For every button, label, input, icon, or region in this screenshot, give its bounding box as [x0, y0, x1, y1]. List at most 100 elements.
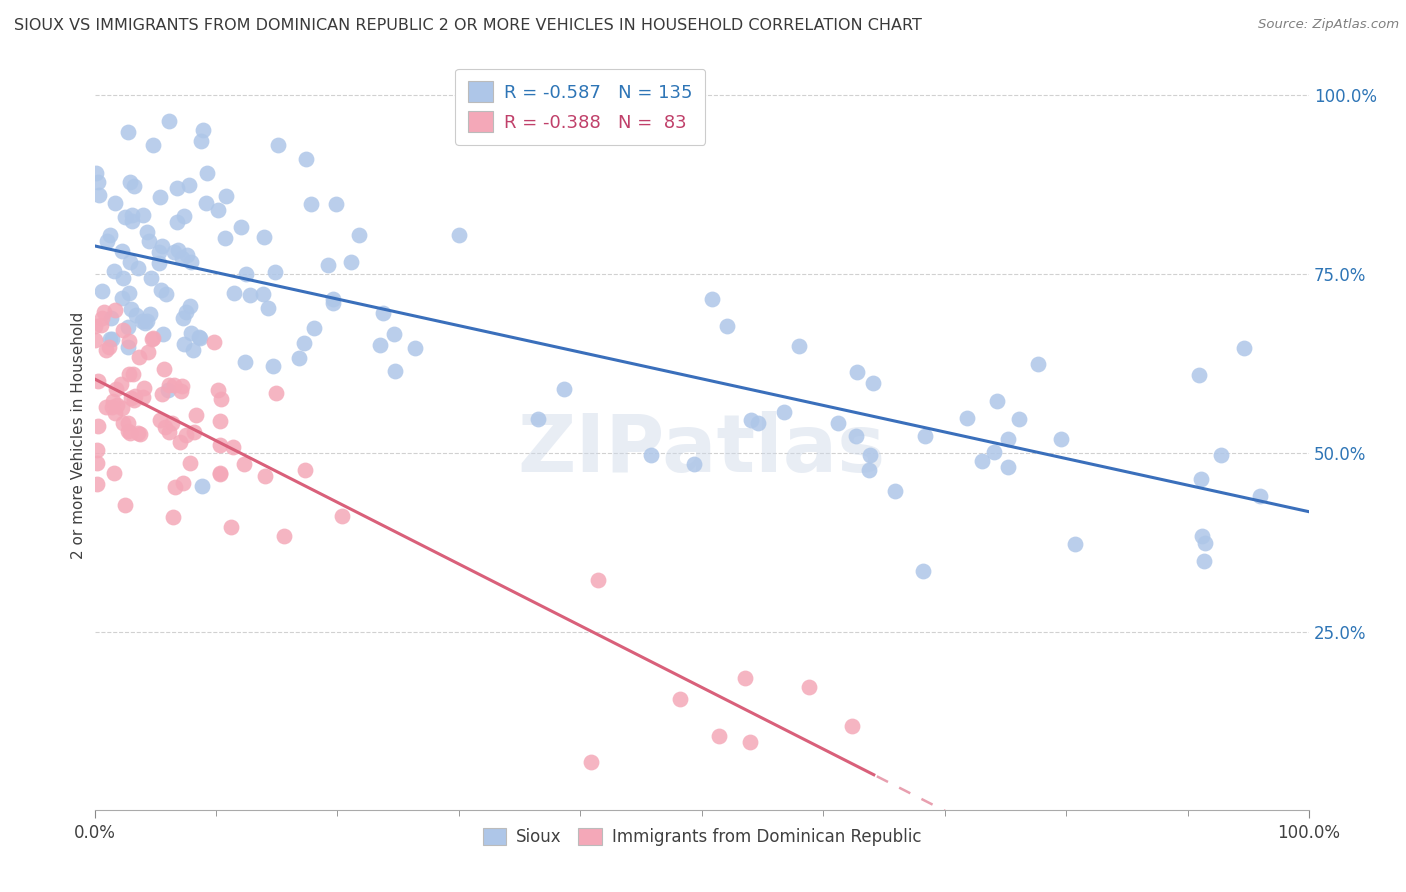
Point	[100, 311, 122, 326]
Point	[180, 326, 202, 340]
Point	[152, 326, 174, 341]
Point	[86, 476, 108, 491]
Point	[970, 454, 993, 468]
Point	[347, 227, 370, 242]
Point	[184, 408, 207, 422]
Point	[1063, 536, 1085, 550]
Point	[90, 318, 112, 332]
Point	[190, 134, 212, 148]
Point	[169, 384, 191, 398]
Point	[222, 286, 245, 301]
Point	[208, 414, 231, 428]
Point	[110, 291, 132, 305]
Point	[118, 286, 141, 301]
Point	[1209, 449, 1232, 463]
Point	[96, 234, 118, 248]
Point	[101, 394, 124, 409]
Point	[207, 202, 229, 217]
Point	[1008, 411, 1031, 425]
Point	[738, 735, 761, 749]
Point	[983, 445, 1005, 459]
Point	[188, 329, 211, 343]
Point	[141, 332, 163, 346]
Point	[172, 475, 194, 490]
Point	[914, 429, 936, 443]
Point	[340, 255, 363, 269]
Point	[253, 230, 276, 244]
Point	[191, 479, 214, 493]
Point	[330, 509, 353, 524]
Point	[384, 364, 406, 378]
Point	[117, 417, 139, 431]
Point	[128, 426, 150, 441]
Point	[669, 691, 692, 706]
Point	[84, 318, 107, 333]
Point	[135, 314, 157, 328]
Point	[1187, 368, 1209, 382]
Point	[149, 190, 172, 204]
Point	[110, 377, 132, 392]
Point	[1191, 529, 1213, 543]
Point	[219, 519, 242, 533]
Point	[121, 208, 143, 222]
Point	[104, 382, 127, 396]
Point	[1249, 489, 1271, 503]
Point	[98, 332, 121, 346]
Point	[90, 284, 112, 298]
Point	[138, 234, 160, 248]
Point	[86, 442, 108, 457]
Point	[292, 336, 315, 351]
Point	[131, 314, 153, 328]
Point	[700, 292, 723, 306]
Point	[827, 416, 849, 430]
Point	[135, 225, 157, 239]
Point	[118, 367, 141, 381]
Point	[174, 305, 197, 319]
Point	[299, 197, 322, 211]
Point	[105, 399, 128, 413]
Point	[101, 332, 124, 346]
Point	[114, 498, 136, 512]
Point	[179, 178, 201, 193]
Point	[179, 300, 201, 314]
Point	[734, 672, 756, 686]
Point	[139, 307, 162, 321]
Point	[87, 418, 110, 433]
Point	[302, 321, 325, 335]
Point	[173, 337, 195, 351]
Point	[209, 392, 232, 407]
Point	[709, 729, 731, 743]
Point	[841, 719, 863, 733]
Point	[239, 287, 262, 301]
Point	[176, 248, 198, 262]
Point	[288, 351, 311, 365]
Point	[195, 195, 218, 210]
Point	[273, 529, 295, 543]
Point	[526, 411, 548, 425]
Point	[252, 287, 274, 301]
Point	[132, 381, 155, 395]
Point	[325, 197, 347, 211]
Point	[160, 416, 183, 430]
Point	[157, 425, 180, 439]
Point	[91, 311, 114, 326]
Legend: Sioux, Immigrants from Dominican Republic: Sioux, Immigrants from Dominican Republi…	[474, 820, 929, 855]
Point	[266, 137, 288, 152]
Point	[181, 343, 204, 357]
Point	[127, 261, 149, 276]
Point	[117, 340, 139, 354]
Point	[222, 441, 245, 455]
Point	[124, 178, 146, 193]
Point	[120, 392, 142, 406]
Point	[174, 427, 197, 442]
Point	[264, 385, 287, 400]
Point	[229, 220, 252, 235]
Point	[167, 243, 190, 257]
Point	[997, 459, 1019, 474]
Point	[150, 239, 173, 253]
Point	[1049, 432, 1071, 446]
Point	[202, 334, 225, 349]
Point	[911, 564, 934, 578]
Point	[104, 405, 127, 419]
Point	[214, 231, 236, 245]
